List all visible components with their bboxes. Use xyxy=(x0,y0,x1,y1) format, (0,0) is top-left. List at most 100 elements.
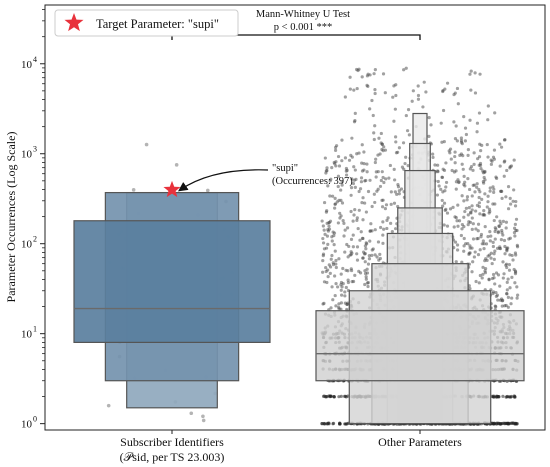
point-other xyxy=(494,290,498,295)
x-label-subscriber-line2: (𝒫sid, per TS 23.003) xyxy=(120,450,225,464)
point-other xyxy=(404,113,408,118)
point-other xyxy=(515,243,519,247)
point-other xyxy=(506,207,511,211)
point-other xyxy=(353,168,357,172)
point-other xyxy=(477,204,481,209)
point-other xyxy=(454,187,458,191)
point-other xyxy=(455,86,460,91)
point-other xyxy=(370,229,374,233)
point-other xyxy=(493,237,497,241)
point-other xyxy=(357,208,361,212)
point-other xyxy=(357,151,361,155)
point-other xyxy=(328,271,332,275)
point-other xyxy=(471,183,475,187)
point-other xyxy=(362,250,366,254)
point-other xyxy=(442,223,446,227)
point-other xyxy=(366,72,370,76)
point-other xyxy=(490,276,494,281)
point-other xyxy=(481,239,485,243)
point-other xyxy=(509,302,513,306)
point-other xyxy=(439,121,443,125)
y-axis-title: Parameter Occurrences (Log Scale) xyxy=(4,132,18,303)
point-other xyxy=(501,260,505,264)
point-other xyxy=(504,303,508,308)
point-other xyxy=(448,207,453,211)
point-other xyxy=(368,107,372,111)
point-other xyxy=(327,227,332,231)
point-other xyxy=(455,243,460,247)
point-other xyxy=(360,236,365,240)
point-other xyxy=(364,277,368,281)
point-other xyxy=(485,142,489,147)
point-other xyxy=(382,180,386,185)
point-other xyxy=(494,271,499,275)
point-other xyxy=(471,168,475,172)
point-other xyxy=(333,202,337,206)
point-other xyxy=(507,262,511,267)
point-other xyxy=(473,190,477,194)
point-other xyxy=(364,178,368,183)
point-other xyxy=(478,161,483,166)
legend-box xyxy=(54,9,239,37)
point-other xyxy=(393,178,397,182)
point-other xyxy=(453,150,457,154)
point-other xyxy=(474,209,478,213)
point-other xyxy=(320,219,324,223)
point-other xyxy=(487,211,491,215)
point-other xyxy=(472,255,476,259)
point-other xyxy=(468,72,472,76)
point-other xyxy=(359,180,364,184)
point-other xyxy=(365,271,370,275)
point-other xyxy=(390,229,394,234)
point-other xyxy=(453,137,458,141)
point-other xyxy=(504,226,508,230)
point-other xyxy=(510,275,514,279)
point-other xyxy=(478,72,482,76)
point-other xyxy=(497,224,501,228)
point-other xyxy=(344,285,348,290)
point-other xyxy=(355,252,359,256)
point-other xyxy=(373,228,377,232)
point-other xyxy=(337,302,341,306)
point-other xyxy=(488,189,492,193)
point-other xyxy=(441,88,445,93)
point-other xyxy=(477,201,482,205)
point-other xyxy=(395,192,399,196)
point-other xyxy=(394,140,398,144)
point-other xyxy=(491,272,496,277)
point-other xyxy=(359,176,364,180)
point-other xyxy=(344,166,349,171)
point-other xyxy=(502,138,507,142)
point-other xyxy=(340,293,344,297)
point-other xyxy=(498,219,502,223)
point-other xyxy=(466,148,470,152)
point-other xyxy=(459,152,463,156)
point-other xyxy=(505,280,509,284)
point-other xyxy=(321,241,326,245)
point-other xyxy=(476,222,481,226)
point-other xyxy=(339,188,343,192)
point-other xyxy=(352,88,356,92)
point-other xyxy=(380,170,384,174)
point-other xyxy=(336,154,341,159)
point-other xyxy=(363,282,367,287)
point-other xyxy=(467,206,471,210)
point-other xyxy=(456,102,460,106)
point-other xyxy=(342,234,346,238)
point-other xyxy=(339,272,343,276)
point-other xyxy=(328,179,332,183)
point-other xyxy=(470,216,474,220)
point-other xyxy=(466,242,470,246)
point-other xyxy=(410,99,414,103)
annotation-name: "supi" xyxy=(272,163,298,174)
point-other xyxy=(491,240,495,244)
point-other xyxy=(444,161,448,165)
point-other xyxy=(330,166,334,170)
point-other xyxy=(392,119,396,123)
point-other xyxy=(514,228,518,233)
point-other xyxy=(477,111,482,115)
point-other xyxy=(482,247,486,251)
point-other xyxy=(493,249,497,253)
point-other xyxy=(480,276,484,280)
point-other xyxy=(322,200,327,205)
